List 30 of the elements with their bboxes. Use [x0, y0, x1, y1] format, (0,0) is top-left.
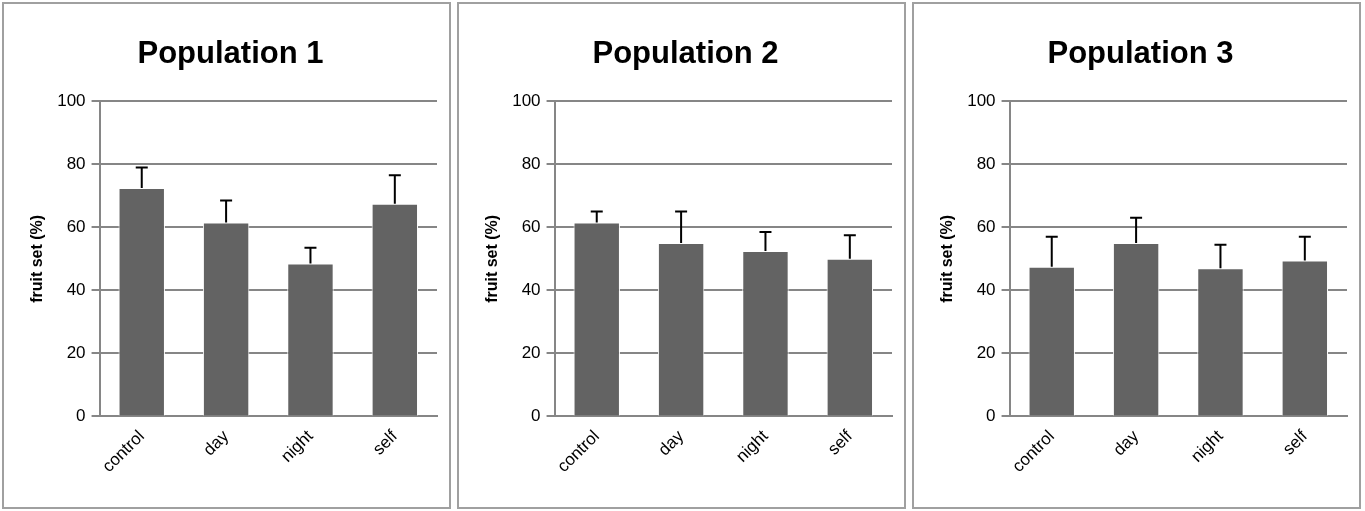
y-axis-title: fruit set (%)	[483, 214, 501, 303]
x-tick-label: day	[199, 426, 233, 460]
y-tick-label: 0	[76, 406, 86, 426]
y-tick-label: 60	[521, 217, 541, 237]
x-tick-label: day	[1109, 426, 1143, 460]
chart-title: Population 1	[137, 35, 324, 71]
y-tick-label: 20	[66, 343, 86, 363]
y-tick-label: 100	[57, 90, 86, 110]
y-axis-title: fruit set (%)	[28, 214, 46, 303]
y-tick-label: 80	[66, 153, 86, 173]
x-tick-label: self	[368, 426, 402, 459]
chart-title: Population 2	[592, 35, 779, 71]
y-tick-label: 40	[66, 280, 86, 300]
y-tick-label: 40	[521, 280, 541, 300]
y-tick-label: 0	[531, 406, 541, 426]
y-tick-label: 20	[976, 343, 996, 363]
y-tick-label: 40	[976, 280, 996, 300]
x-tick-label: day	[654, 426, 688, 460]
y-tick-label: 80	[976, 153, 996, 173]
y-tick-label: 60	[976, 217, 996, 237]
y-tick-label: 80	[521, 153, 541, 173]
y-tick-label: 20	[521, 343, 541, 363]
y-tick-label: 100	[967, 90, 996, 110]
y-tick-label: 0	[986, 406, 996, 426]
y-axis-title: fruit set (%)	[938, 214, 956, 303]
x-tick-label: self	[823, 426, 857, 459]
y-tick-label: 100	[512, 90, 541, 110]
x-tick-label: self	[1278, 426, 1312, 459]
y-tick-label: 60	[66, 217, 86, 237]
chart-title: Population 3	[1047, 35, 1234, 71]
